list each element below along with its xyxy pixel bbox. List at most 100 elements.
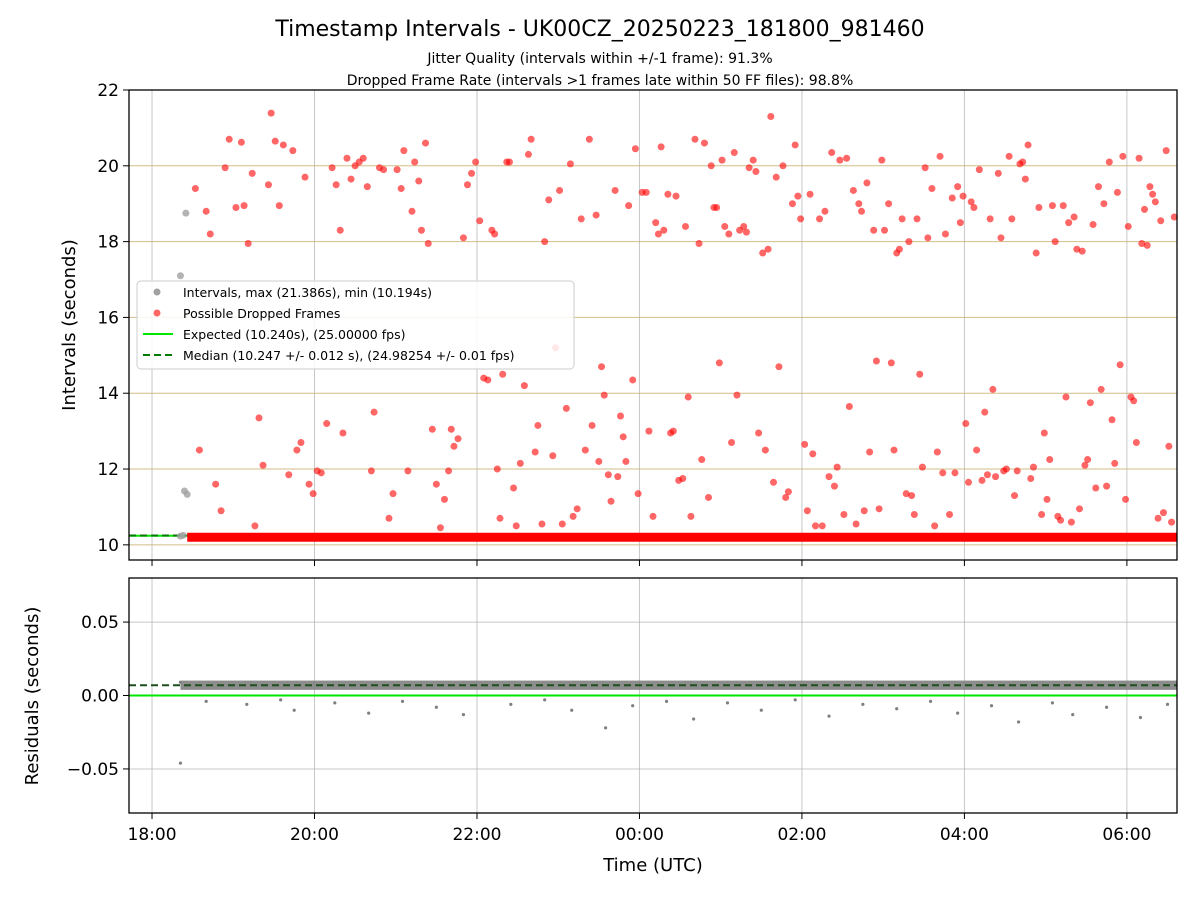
dropped-frame-point	[512, 522, 520, 530]
dropped-frame-point	[617, 412, 625, 420]
dropped-frame-point	[370, 408, 378, 416]
legend-label-dropped: Possible Dropped Frames	[183, 306, 340, 321]
dropped-frame-point	[669, 427, 677, 435]
dropped-frame-point	[317, 469, 325, 477]
dropped-frame-point	[1111, 459, 1119, 467]
legend-label-expected: Expected (10.240s), (25.00000 fps)	[183, 327, 405, 342]
dropped-frame-point	[657, 143, 665, 151]
dropped-frame-point	[1143, 241, 1151, 249]
dropped-frame-point	[385, 514, 393, 522]
bottom-panel: 18:00 20:00 22:00 00:00 02:00 04:00 06:00 0.05 0…	[22, 577, 1178, 876]
dropped-frame-point	[994, 169, 1002, 177]
dropped-frame-point	[1138, 240, 1146, 248]
dropped-frame-point	[885, 200, 893, 208]
residual-point	[1050, 701, 1055, 705]
dropped-frame-point	[797, 215, 805, 223]
dropped-frame-point	[428, 425, 436, 433]
residual-point	[509, 702, 513, 706]
dropped-frame-point	[541, 238, 549, 246]
dropped-frame-point	[248, 169, 256, 177]
dropped-frame-point	[713, 204, 721, 211]
dropped-frame-point	[863, 179, 871, 187]
dropped-frame-point	[484, 376, 492, 384]
dropped-frame-point	[1122, 495, 1130, 503]
dropped-frame-point	[332, 181, 340, 189]
residual-point	[1071, 712, 1075, 717]
dropped-frame-point	[691, 135, 699, 143]
dropped-frame-point	[725, 230, 733, 238]
dropped-frame-point	[840, 511, 848, 519]
dropped-frame-point	[672, 192, 680, 200]
dropped-frame-point	[328, 164, 336, 172]
dropped-frame-point	[212, 480, 220, 488]
dropped-frame-point	[788, 200, 796, 208]
residual-point	[1138, 715, 1143, 720]
dropped-frame-point	[1005, 152, 1013, 160]
residual-point	[956, 711, 960, 715]
residual-point	[604, 726, 608, 730]
dropped-frame-point	[1013, 467, 1021, 475]
dropped-frame-point	[1097, 385, 1105, 393]
dropped-frame-point	[573, 505, 581, 513]
dropped-frame-point	[989, 385, 997, 393]
interval-point	[182, 209, 190, 217]
dropped-frame-point	[828, 149, 836, 157]
dropped-frame-point	[928, 185, 936, 193]
dropped-frame-point	[496, 514, 504, 522]
dropped-frame-point	[577, 215, 585, 223]
dropped-frame-point	[1135, 154, 1143, 162]
dropped-frame-point	[598, 363, 606, 371]
dropped-frame-point	[705, 493, 713, 501]
dropped-frame-point	[962, 420, 970, 428]
top-plot-frame	[128, 89, 1178, 561]
dropped-frame-point	[875, 505, 883, 513]
dropped-frame-point	[619, 433, 627, 441]
dropped-frame-point	[1165, 442, 1173, 450]
residual-point	[178, 680, 183, 684]
dropped-frame-point	[309, 490, 317, 498]
dropped-frame-point	[1132, 439, 1140, 446]
dropped-frame-point	[611, 186, 619, 194]
residual-point	[664, 699, 669, 703]
dropped-frame-point	[1092, 484, 1100, 492]
dropped-frame-point	[825, 473, 833, 481]
dropped-frame-point	[499, 370, 507, 378]
dropped-frame-point	[1108, 416, 1116, 424]
dropped-frame-point	[707, 162, 715, 170]
residual-point	[861, 702, 865, 706]
dropped-frame-point	[733, 391, 741, 399]
dropped-frame-point	[956, 219, 964, 227]
top-panel: 10 12 14 16 18 20 22 Intervals (seconds) Inter…	[59, 81, 1178, 566]
dropped-frame-point	[1154, 514, 1162, 522]
dropped-frame-point	[681, 222, 689, 230]
dropped-frame-point	[830, 482, 838, 490]
x-tick-label: 18:00	[128, 825, 177, 845]
dropped-frame-point	[908, 492, 916, 500]
dropped-frame-point	[527, 135, 535, 143]
dropped-frame-point	[445, 467, 453, 475]
dropped-frame-point	[715, 359, 723, 367]
dropped-frame-point	[259, 461, 267, 469]
dropped-frame-point	[339, 429, 347, 437]
dropped-frame-point	[936, 152, 944, 160]
dropped-frame-point	[275, 202, 283, 210]
dropped-frame-point	[1073, 245, 1081, 253]
residual-point	[570, 708, 574, 712]
x-tick-label: 20:00	[290, 825, 339, 845]
x-axis-label: Time (UTC)	[602, 855, 703, 876]
dropped-frame-point	[1168, 518, 1176, 526]
dropped-frame-point	[843, 154, 851, 162]
dropped-frame-point	[1089, 221, 1097, 229]
dropped-frame-point	[801, 440, 809, 448]
x-tick-label: 06:00	[1102, 825, 1151, 845]
dropped-frame-point	[1008, 215, 1016, 223]
dropped-frame-point	[493, 465, 501, 473]
residual-point	[895, 707, 899, 711]
dropped-frame-point	[1002, 465, 1010, 473]
dropped-frame-point	[404, 467, 412, 475]
dropped-frame-point	[622, 457, 630, 465]
dropped-frame-point	[588, 421, 596, 429]
dropped-frame-point	[367, 467, 375, 475]
dropped-frame-point	[232, 204, 240, 211]
dropped-frame-point	[524, 150, 532, 158]
